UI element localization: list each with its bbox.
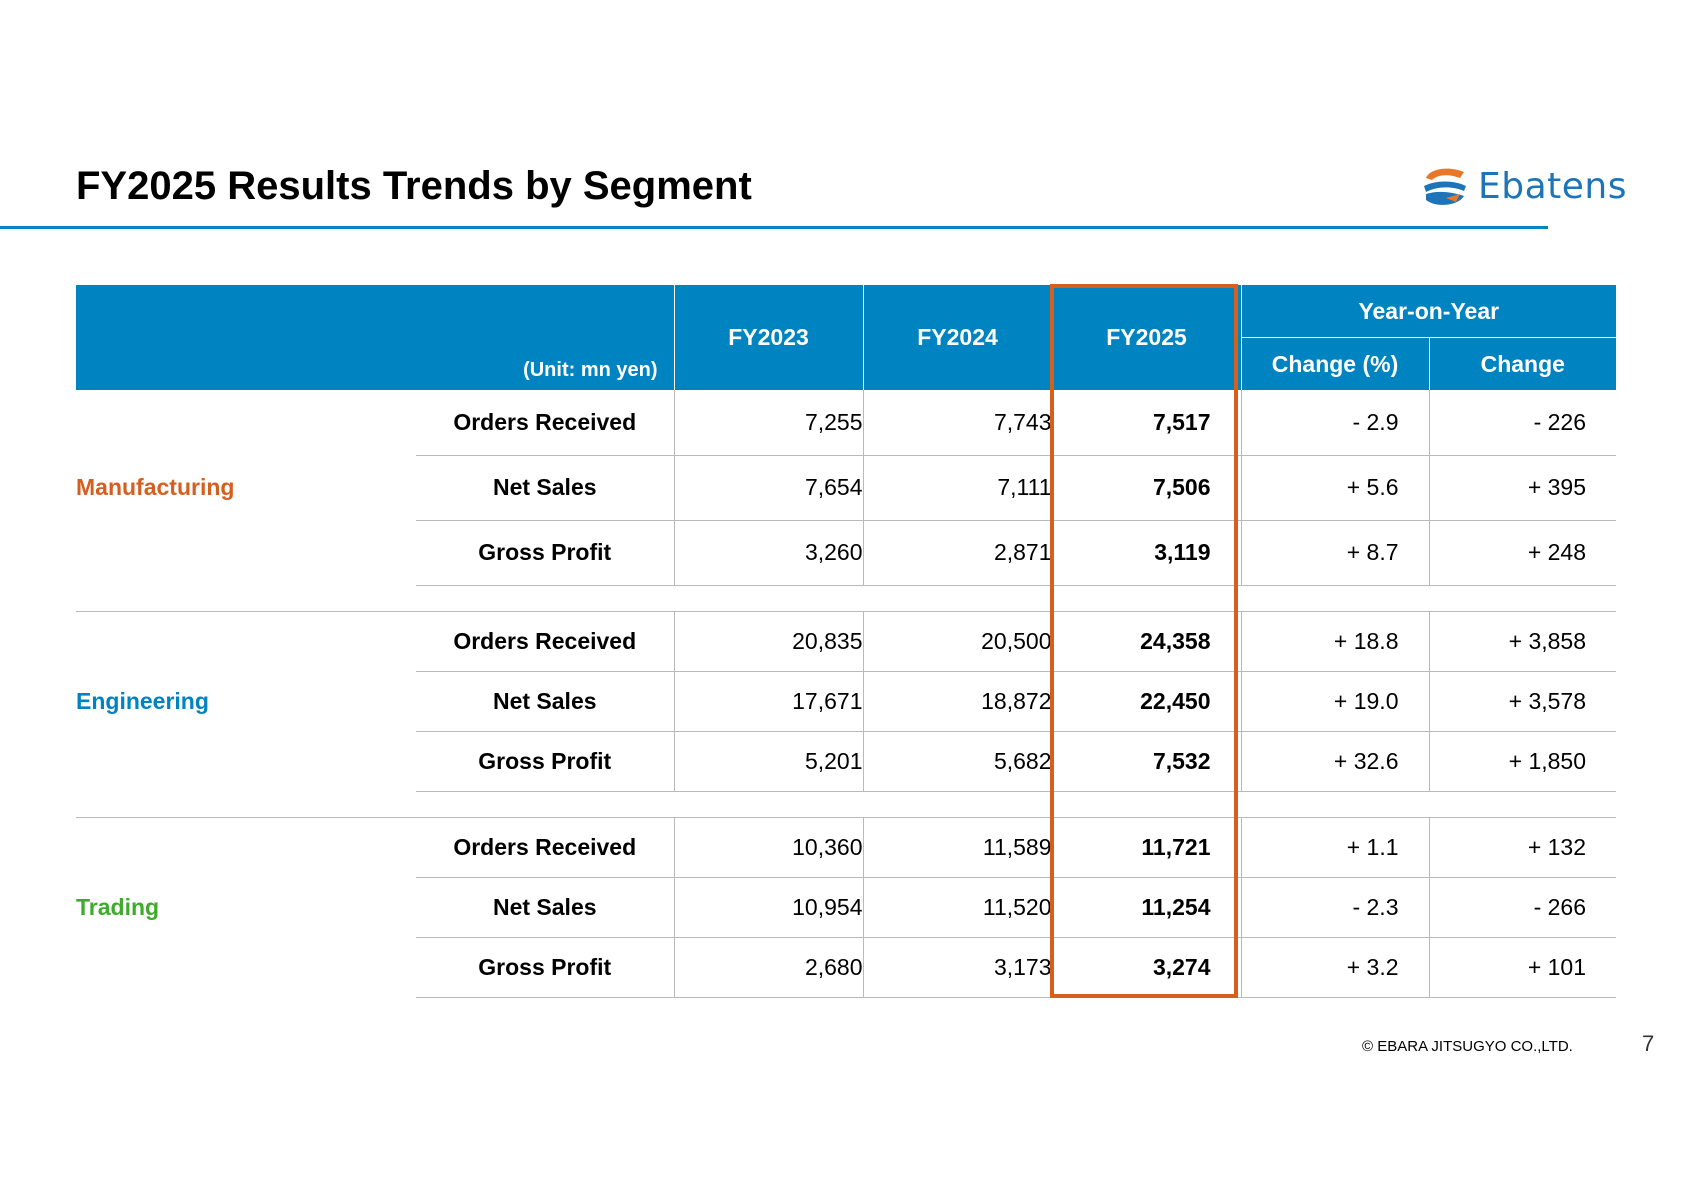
- metric-label: Gross Profit: [416, 520, 674, 586]
- value-fy2025: 7,506: [1051, 455, 1241, 521]
- page-number: 7: [1642, 1031, 1655, 1056]
- value-change: + 132: [1428, 817, 1617, 878]
- value-change-pct: - 2.9: [1240, 390, 1429, 456]
- logo-text: Ebatens: [1478, 165, 1627, 207]
- value-fy2024: 2,871: [862, 520, 1052, 586]
- table-row: Net Sales 17,671 18,872 22,450 + 19.0 + …: [76, 671, 1617, 732]
- value-fy2023: 5,201: [673, 731, 863, 792]
- table-row: Gross Profit 3,260 2,871 3,119 + 8.7 + 2…: [76, 520, 1617, 586]
- company-logo: Ebatens: [1420, 162, 1627, 210]
- segment-spacer: [76, 791, 1617, 818]
- value-fy2024: 20,500: [862, 611, 1052, 672]
- metric-label: Net Sales: [416, 455, 674, 521]
- value-fy2025: 11,254: [1051, 877, 1241, 938]
- value-change: + 395: [1428, 455, 1617, 521]
- value-fy2024: 3,173: [862, 937, 1052, 998]
- value-change: + 3,578: [1428, 671, 1617, 732]
- value-change-pct: + 5.6: [1240, 455, 1429, 521]
- segment-manufacturing: Manufacturing: [76, 474, 235, 500]
- value-fy2025: 22,450: [1051, 671, 1241, 732]
- metric-label: Orders Received: [416, 390, 674, 456]
- value-fy2025: 24,358: [1051, 611, 1241, 672]
- value-fy2023: 2,680: [673, 937, 863, 998]
- col-header-change: Change: [1428, 337, 1617, 390]
- results-table: (Unit: mn yen) FY2023 FY2024 FY2025 Year…: [76, 285, 1617, 998]
- segment-spacer: [76, 585, 1617, 612]
- value-change-pct: + 3.2: [1240, 937, 1429, 998]
- value-change: + 1,850: [1428, 731, 1617, 792]
- metric-label: Gross Profit: [416, 937, 674, 998]
- table-row: Trading Orders Received 10,360 11,589 11…: [76, 817, 1617, 920]
- col-header-year-on-year: Year-on-Year: [1240, 285, 1617, 338]
- table-row: Net Sales 7,654 7,111 7,506 + 5.6 + 395: [76, 455, 1617, 521]
- value-change-pct: - 2.3: [1240, 877, 1429, 938]
- title-divider: [0, 226, 1548, 229]
- copyright-notice: © EBARA JITSUGYO CO.,LTD.: [1362, 1038, 1573, 1055]
- value-change-pct: + 1.1: [1240, 817, 1429, 878]
- metric-label: Orders Received: [416, 817, 674, 878]
- page-title: FY2025 Results Trends by Segment: [76, 164, 752, 208]
- metric-label: Net Sales: [416, 671, 674, 732]
- value-change: + 248: [1428, 520, 1617, 586]
- table-row: Gross Profit 5,201 5,682 7,532 + 32.6 + …: [76, 731, 1617, 792]
- table-row: Gross Profit 2,680 3,173 3,274 + 3.2 + 1…: [76, 937, 1617, 998]
- unit-label: (Unit: mn yen): [76, 285, 674, 390]
- ebatens-logo-mark-icon: [1424, 168, 1466, 205]
- value-fy2024: 7,111: [862, 455, 1052, 521]
- value-change: + 3,858: [1428, 611, 1617, 672]
- value-fy2025: 7,532: [1051, 731, 1241, 792]
- value-fy2023: 20,835: [673, 611, 863, 672]
- value-fy2023: 10,360: [673, 817, 863, 878]
- table-row: Manufacturing Orders Received 7,255 7,74…: [76, 390, 1617, 500]
- col-header-fy2024: FY2024: [862, 285, 1052, 390]
- value-fy2024: 7,743: [862, 390, 1052, 456]
- segment-trading: Trading: [76, 893, 160, 920]
- metric-label: Orders Received: [416, 611, 674, 672]
- value-change-pct: + 32.6: [1240, 731, 1429, 792]
- value-fy2025: 3,119: [1051, 520, 1241, 586]
- value-change: + 101: [1428, 937, 1617, 998]
- metric-label: Net Sales: [416, 877, 674, 938]
- value-change-pct: + 8.7: [1240, 520, 1429, 586]
- table-row: Net Sales 10,954 11,520 11,254 - 2.3 - 2…: [76, 877, 1617, 938]
- value-fy2024: 11,589: [862, 817, 1052, 878]
- value-fy2023: 17,671: [673, 671, 863, 732]
- value-fy2023: 3,260: [673, 520, 863, 586]
- value-fy2023: 7,255: [673, 390, 863, 456]
- value-fy2025: 7,517: [1051, 390, 1241, 456]
- col-header-fy2025: FY2025: [1051, 285, 1241, 390]
- value-fy2024: 18,872: [862, 671, 1052, 732]
- value-change-pct: + 18.8: [1240, 611, 1429, 672]
- table-row: Engineering Orders Received 20,835 20,50…: [76, 611, 1617, 714]
- col-header-change-pct: Change (%): [1240, 337, 1429, 390]
- metric-label: Gross Profit: [416, 731, 674, 792]
- value-fy2025: 11,721: [1051, 817, 1241, 878]
- value-fy2023: 7,654: [673, 455, 863, 521]
- value-fy2024: 5,682: [862, 731, 1052, 792]
- col-header-fy2023: FY2023: [673, 285, 863, 390]
- value-fy2023: 10,954: [673, 877, 863, 938]
- value-change-pct: + 19.0: [1240, 671, 1429, 732]
- value-change: - 226: [1428, 390, 1617, 456]
- value-fy2024: 11,520: [862, 877, 1052, 938]
- value-change: - 266: [1428, 877, 1617, 938]
- value-fy2025: 3,274: [1051, 937, 1241, 998]
- segment-engineering: Engineering: [76, 687, 209, 714]
